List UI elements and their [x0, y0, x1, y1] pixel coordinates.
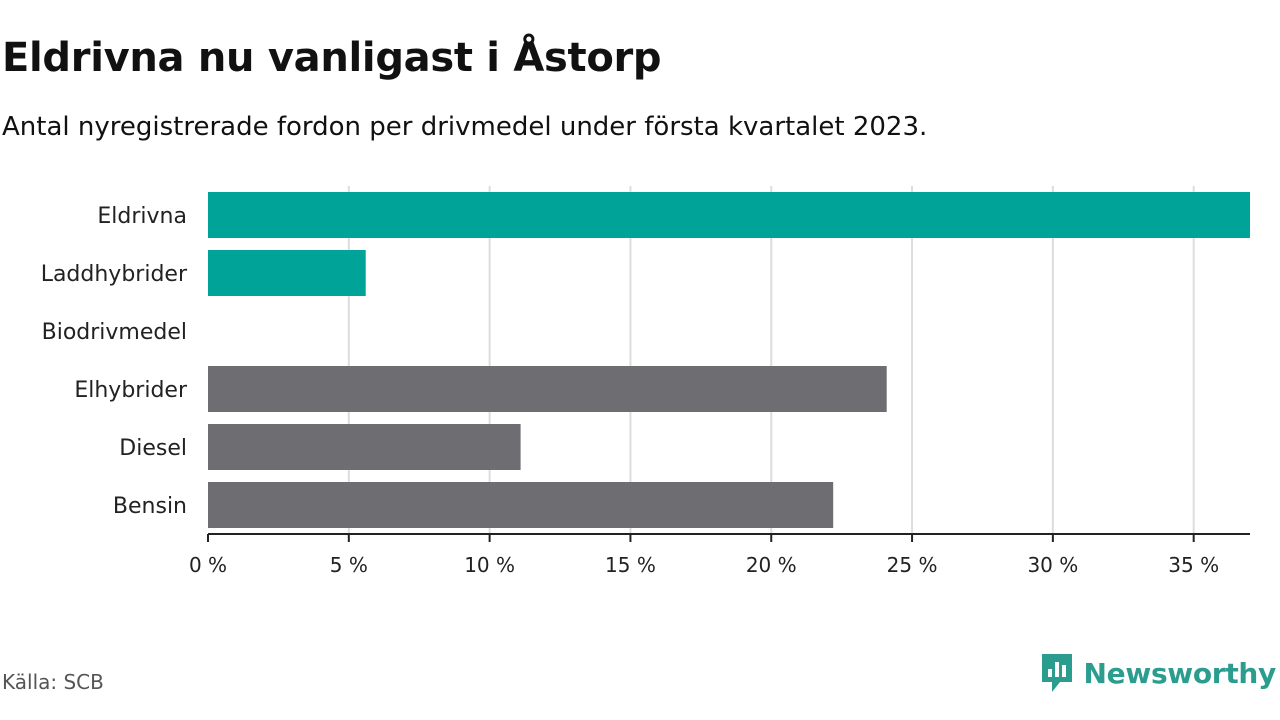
grid-layer [347, 186, 1195, 534]
source-note: Källa: SCB [2, 670, 104, 694]
x-tick-label: 10 % [464, 553, 515, 577]
x-tick-label: 35 % [1168, 553, 1219, 577]
x-tick-label: 5 % [330, 553, 368, 577]
bar-chart: Eldrivna Laddhybrider Biodrivmedel Elhybrid… [41, 186, 1250, 577]
x-tick-label: 20 % [746, 553, 797, 577]
brand: Newsworthy [1040, 652, 1276, 694]
category-labels: Eldrivna Laddhybrider Biodrivmedel Elhybrid… [41, 204, 188, 519]
bar-laddhybrider [208, 250, 366, 296]
x-tick-labels: 0 % 5 % 10 % 15 % 20 % 25 % 30 % 35 % [189, 553, 1219, 577]
brand-name: Newsworthy [1083, 656, 1277, 690]
category-label: Elhybrider [74, 378, 188, 403]
bar-elhybrider [208, 366, 887, 412]
bar-bensin [208, 482, 834, 528]
category-label: Diesel [119, 436, 187, 461]
category-label: Biodrivmedel [42, 320, 187, 345]
x-tick-label: 25 % [887, 553, 938, 577]
bar-layer [208, 192, 1250, 528]
newsworthy-logo-icon [1041, 654, 1072, 692]
x-tick-label: 0 % [189, 553, 227, 577]
bar-diesel [208, 424, 521, 470]
x-tick-label: 30 % [1027, 553, 1078, 577]
bar-eldrivna [208, 192, 1250, 238]
chart-title: Eldrivna nu vanligast i Åstorp [2, 35, 662, 81]
x-axis [207, 533, 1250, 542]
category-label: Laddhybrider [41, 262, 188, 287]
category-label: Bensin [113, 494, 187, 519]
category-label: Eldrivna [97, 204, 187, 229]
chart-subtitle: Antal nyregistrerade fordon per drivmede… [2, 112, 928, 142]
x-tick-label: 15 % [605, 553, 656, 577]
